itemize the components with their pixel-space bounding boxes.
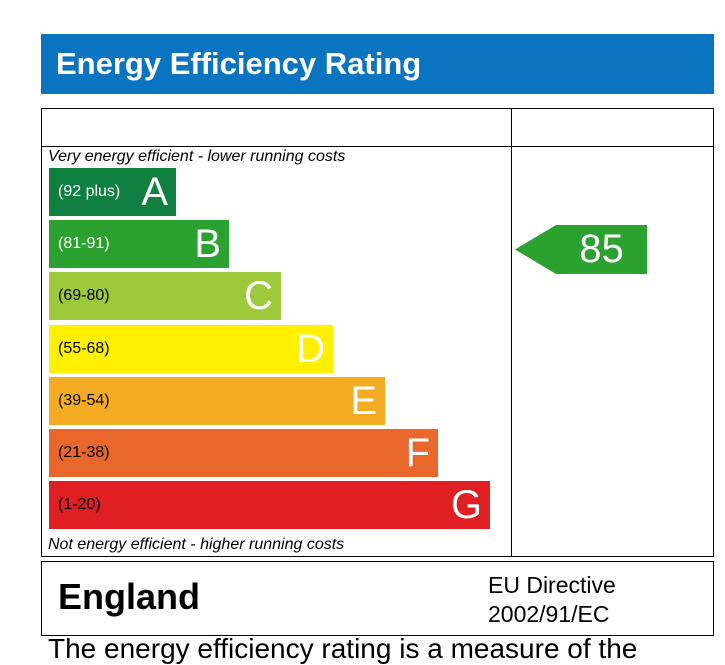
band-letter: C — [244, 274, 273, 318]
band-b: (81-91) B — [49, 220, 229, 268]
band-range: (21-38) — [58, 444, 110, 461]
frame-column-divider — [511, 108, 512, 557]
footer-left-line — [41, 561, 42, 636]
band-f: (21-38) F — [49, 429, 438, 477]
band-range: (1-20) — [58, 496, 101, 513]
frame-right-line — [713, 108, 714, 557]
band-letter: B — [194, 222, 221, 266]
frame-top-line — [41, 108, 714, 109]
frame-bottom-line — [41, 556, 714, 557]
eu-directive: EU Directive 2002/91/EC — [488, 571, 616, 629]
band-d: (55-68) D — [49, 325, 333, 373]
band-g: (1-20) G — [49, 481, 490, 529]
band-letter: F — [405, 431, 430, 475]
band-range: (81-91) — [58, 235, 110, 252]
band-range: (55-68) — [58, 340, 110, 357]
footer-bottom-line — [41, 635, 714, 636]
region-label: England — [58, 576, 200, 617]
chart-title-banner: Energy Efficiency Rating — [41, 34, 714, 94]
footer-right-line — [713, 561, 714, 636]
top-caption: Very energy efficient - lower running co… — [48, 148, 346, 165]
band-letter: G — [450, 483, 482, 527]
footer-top-line — [41, 561, 714, 562]
current-rating-value: 85 — [579, 227, 624, 271]
band-letter: A — [141, 170, 168, 214]
band-range: (39-54) — [58, 392, 110, 409]
band-e: (39-54) E — [49, 377, 385, 425]
directive-line1: EU Directive — [488, 572, 616, 598]
band-range: (92 plus) — [58, 183, 121, 200]
chart-title: Energy Efficiency Rating — [56, 46, 422, 81]
band-letter: D — [296, 327, 325, 371]
directive-line2: 2002/91/EC — [488, 601, 610, 627]
footer-partial-text: The energy efficiency rating is a measur… — [48, 633, 638, 664]
band-letter: E — [350, 379, 377, 423]
frame-left-line — [41, 108, 42, 557]
band-range: (69-80) — [58, 287, 110, 304]
frame-header-separator — [41, 146, 714, 147]
bottom-caption: Not energy efficient - higher running co… — [48, 536, 345, 553]
current-rating-arrow — [515, 225, 647, 274]
band-a: (92 plus) A — [49, 168, 176, 216]
band-c: (69-80) C — [49, 272, 281, 320]
